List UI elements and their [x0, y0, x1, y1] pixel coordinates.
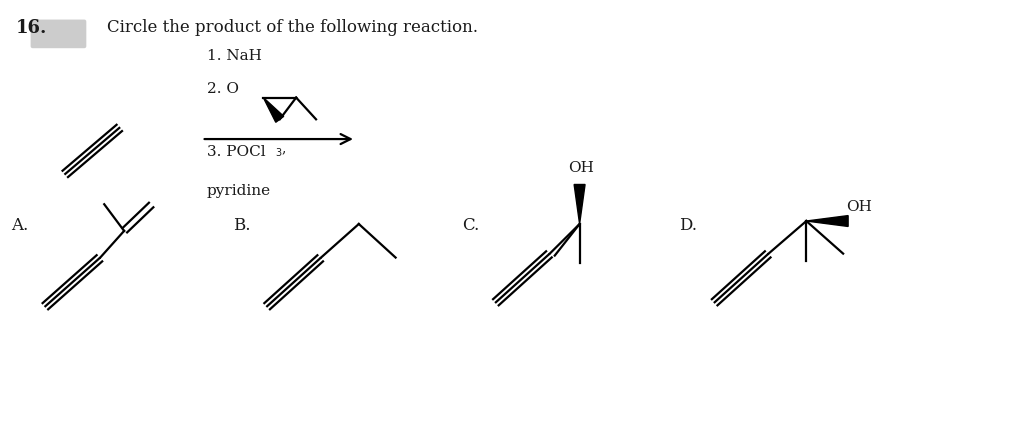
Text: OH: OH	[845, 200, 871, 214]
Text: B.: B.	[234, 218, 251, 235]
FancyBboxPatch shape	[30, 20, 86, 48]
Polygon shape	[806, 215, 847, 227]
Text: D.: D.	[678, 218, 697, 235]
Text: 3. POCl: 3. POCl	[206, 145, 265, 159]
Text: 1. NaH: 1. NaH	[206, 49, 261, 63]
Text: 16.: 16.	[16, 19, 48, 37]
Polygon shape	[573, 185, 584, 224]
Text: C.: C.	[462, 218, 479, 235]
Text: A.: A.	[11, 218, 28, 235]
Text: pyridine: pyridine	[206, 185, 271, 198]
Text: 2. O: 2. O	[206, 82, 239, 95]
Text: Circle the product of the following reaction.: Circle the product of the following reac…	[107, 19, 478, 36]
Text: $_3$,: $_3$,	[275, 145, 287, 159]
Polygon shape	[263, 98, 283, 122]
Text: OH: OH	[567, 161, 592, 175]
